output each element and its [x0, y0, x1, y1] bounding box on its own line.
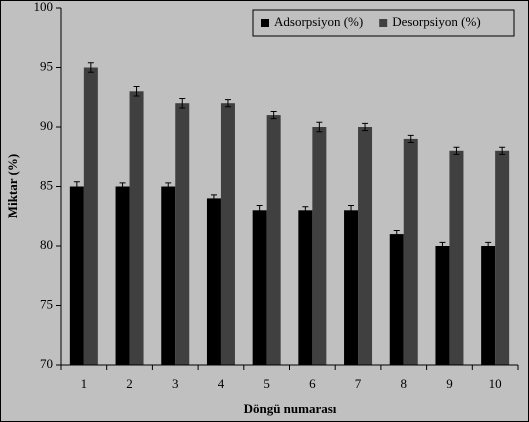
x-tick-label: 1	[81, 376, 88, 391]
error-bar	[87, 62, 94, 73]
x-tick-label: 6	[309, 376, 316, 391]
error-bar	[133, 86, 140, 97]
error-bar	[453, 146, 460, 155]
bar	[495, 150, 510, 365]
bar	[69, 186, 84, 365]
error-bar	[119, 182, 126, 191]
y-tick-label: 90	[40, 118, 53, 133]
error-bar	[439, 241, 446, 251]
bar	[435, 246, 450, 365]
error-bar	[179, 97, 186, 109]
bar	[252, 210, 267, 365]
bar	[344, 210, 359, 365]
bar	[449, 150, 464, 365]
error-bar	[348, 205, 355, 216]
x-tick-label: 10	[489, 376, 502, 391]
y-tick-label: 80	[40, 237, 53, 252]
y-tick-label: 70	[40, 356, 53, 371]
error-bar	[362, 122, 369, 132]
bar	[161, 186, 176, 365]
error-bar	[210, 194, 217, 203]
bar	[358, 127, 373, 365]
legend-swatch	[261, 19, 269, 27]
bar	[220, 103, 235, 365]
error-bar	[407, 134, 414, 143]
x-tick-label: 5	[263, 376, 270, 391]
x-tick-label: 7	[355, 376, 362, 391]
y-tick-label: 100	[34, 0, 54, 14]
y-tick-label: 95	[40, 58, 53, 73]
bar	[481, 246, 496, 365]
error-bar	[393, 230, 400, 239]
error-bar	[499, 146, 506, 155]
x-axis-title: Döngü numarası	[244, 401, 337, 416]
bar	[83, 67, 98, 365]
y-tick-label: 85	[40, 177, 53, 192]
error-bar	[302, 206, 309, 215]
bar	[389, 234, 404, 365]
bar	[403, 138, 418, 365]
legend-swatch	[379, 19, 388, 27]
x-tick-label: 9	[446, 376, 453, 391]
legend-label: Adsorpsiyon (%)	[274, 14, 363, 29]
bar	[129, 91, 144, 366]
bar	[266, 115, 281, 365]
error-bar	[165, 182, 172, 191]
bar	[206, 198, 221, 365]
legend-label: Desorpsiyon (%)	[392, 14, 480, 29]
bar	[312, 127, 327, 365]
error-bar	[485, 241, 492, 251]
y-axis-title: Miktar (%)	[5, 154, 20, 218]
error-bar	[224, 99, 231, 108]
x-tick-label: 4	[218, 376, 225, 391]
error-bar	[256, 205, 263, 216]
bar	[175, 103, 190, 365]
x-tick-label: 8	[401, 376, 408, 391]
y-tick-label: 75	[40, 296, 53, 311]
error-bar	[73, 181, 80, 192]
x-tick-label: 2	[126, 376, 133, 391]
error-bar	[316, 121, 323, 133]
bar	[298, 210, 313, 365]
error-bar	[270, 111, 277, 120]
x-tick-label: 3	[172, 376, 179, 391]
bar	[115, 186, 130, 365]
